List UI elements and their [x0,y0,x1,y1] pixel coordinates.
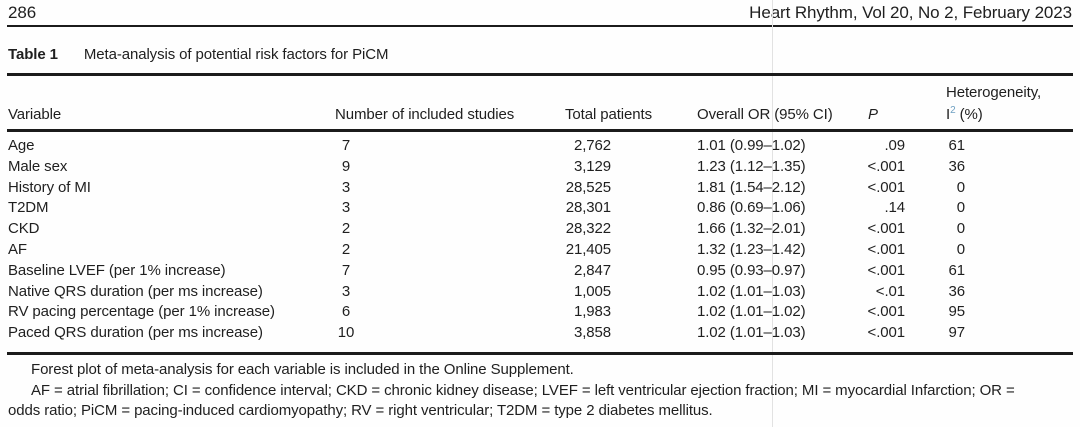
table-title: Meta-analysis of potential risk factors … [83,46,389,63]
cell-variable: T2DM [8,199,49,217]
i2-percent-label: (%) [955,106,983,123]
cell-i2: 36 [948,282,966,300]
table-top-rule [7,73,1073,76]
cell-or: 1.81 (1.54–2.12) [697,178,806,196]
cell-or: 1.01 (0.99–1.02) [697,137,806,154]
cell-p: <.01 [875,282,905,300]
cell-patients: 3,858 [573,324,611,342]
footnote-supplement: Forest plot of meta-analysis for each va… [31,361,574,378]
cell-variable: Paced QRS duration (per ms increase) [8,324,263,342]
cell-i2: 61 [948,261,966,279]
table-row: Male sex 9 3,129 1.23 (1.12–1.35) <.001 36 [0,157,1080,178]
table-row: Paced QRS duration (per ms increase) 10 3,… [0,323,1080,344]
cell-p: .09 [884,137,905,154]
table-bottom-rule [7,352,1073,355]
cell-variable: Native QRS duration (per ms increase) [8,282,263,300]
cell-studies: 3 [341,178,351,196]
cell-patients: 28,301 [565,199,611,217]
cell-variable: Baseline LVEF (per 1% increase) [8,261,226,279]
cell-studies: 7 [341,261,351,279]
cell-p: <.001 [867,303,906,321]
cell-studies: 2 [341,220,351,238]
table-row: Age 7 2,762 1.01 (0.99–1.02) .09 61 [0,136,1080,157]
cell-patients: 2,847 [573,261,611,279]
cell-studies: 7 [341,137,351,154]
cell-studies: 2 [341,240,351,258]
cell-or: 1.02 (1.01–1.03) [697,282,806,300]
cell-or: 1.66 (1.32–2.01) [697,220,806,238]
page-number: 286 [8,3,37,22]
cell-or: 1.02 (1.01–1.03) [697,324,806,342]
cell-patients: 2,762 [573,137,611,154]
scan-artifact-line [772,0,773,427]
cell-patients: 28,525 [565,178,611,196]
header-rule [7,25,1073,27]
cell-p: <.001 [867,240,906,258]
cell-i2: 95 [948,303,966,321]
cell-p: <.001 [867,220,906,238]
col-header-heterogeneity-line1: Heterogeneity, [946,84,1042,101]
table-row: T2DM 3 28,301 0.86 (0.69–1.06) .14 0 [0,198,1080,219]
cell-i2: 0 [956,240,965,258]
cell-or: 0.86 (0.69–1.06) [697,199,806,217]
table-footnotes: Forest plot of meta-analysis for each va… [8,360,1074,422]
i2-symbol: I [946,106,951,123]
cell-i2: 61 [948,137,966,154]
cell-studies: 9 [341,157,351,175]
col-header-heterogeneity-line2: I2 (%) [946,105,983,124]
cell-studies: 3 [341,282,351,300]
i2-superscript: 2 [950,105,956,116]
table-row: CKD 2 28,322 1.66 (1.32–2.01) <.001 0 [0,219,1080,240]
footnote-abbreviations-line1: AF = atrial fibrillation; CI = confidenc… [31,381,1015,399]
col-header-studies: Number of included studies [335,106,515,123]
cell-studies: 6 [341,303,351,321]
table-row: RV pacing percentage (per 1% increase) 6 1… [0,302,1080,323]
cell-variable: RV pacing percentage (per 1% increase) [8,303,275,321]
cell-p: <.001 [867,324,906,342]
cell-or: 1.23 (1.12–1.35) [697,157,806,175]
cell-i2: 0 [956,178,965,196]
cell-p: <.001 [867,157,906,175]
cell-i2: 0 [956,199,965,217]
cell-patients: 3,129 [573,157,611,175]
cell-i2: 97 [948,324,966,342]
table-row: History of MI 3 28,525 1.81 (1.54–2.12) <.00… [0,178,1080,199]
cell-variable: Age [8,137,35,154]
col-header-p: P [868,106,878,123]
cell-p: <.001 [867,261,906,279]
table-row: Native QRS duration (per ms increase) 3 1,… [0,282,1080,303]
col-header-patients: Total patients [565,106,652,123]
cell-variable: CKD [8,220,40,238]
journal-header: Heart Rhythm, Vol 20, No 2, February 202… [749,3,1072,22]
header-bottom-rule [7,129,1073,132]
cell-variable: History of MI [8,178,91,196]
table-label: Table 1 [8,46,58,63]
cell-studies: 3 [341,199,351,217]
table-row: Baseline LVEF (per 1% increase) 7 2,847 0.9… [0,261,1080,282]
cell-patients: 1,983 [573,303,611,321]
cell-i2: 36 [948,157,966,175]
cell-patients: 1,005 [573,282,611,300]
cell-patients: 21,405 [565,240,611,258]
cell-p: <.001 [867,178,906,196]
cell-p: .14 [884,199,905,217]
table-caption: Table 1 Meta-analysis of potential risk f… [8,46,388,63]
cell-i2: 0 [956,220,965,238]
cell-variable: AF [8,240,27,258]
cell-or: 1.32 (1.23–1.42) [697,240,806,258]
cell-patients: 28,322 [565,220,611,238]
col-header-or: Overall OR (95% CI) [697,106,833,123]
table-body: Age 7 2,762 1.01 (0.99–1.02) .09 61 Male sex 9… [0,136,1080,344]
table-row: AF 2 21,405 1.32 (1.23–1.42) <.001 0 [0,240,1080,261]
footnote-abbreviations-line2: odds ratio; PiCM = pacing-induced cardio… [8,402,713,420]
cell-or: 1.02 (1.01–1.02) [697,303,806,321]
cell-studies: 10 [337,324,355,342]
cell-variable: Male sex [8,157,68,175]
cell-or: 0.95 (0.93–0.97) [697,261,806,279]
col-header-variable: Variable [8,106,62,123]
